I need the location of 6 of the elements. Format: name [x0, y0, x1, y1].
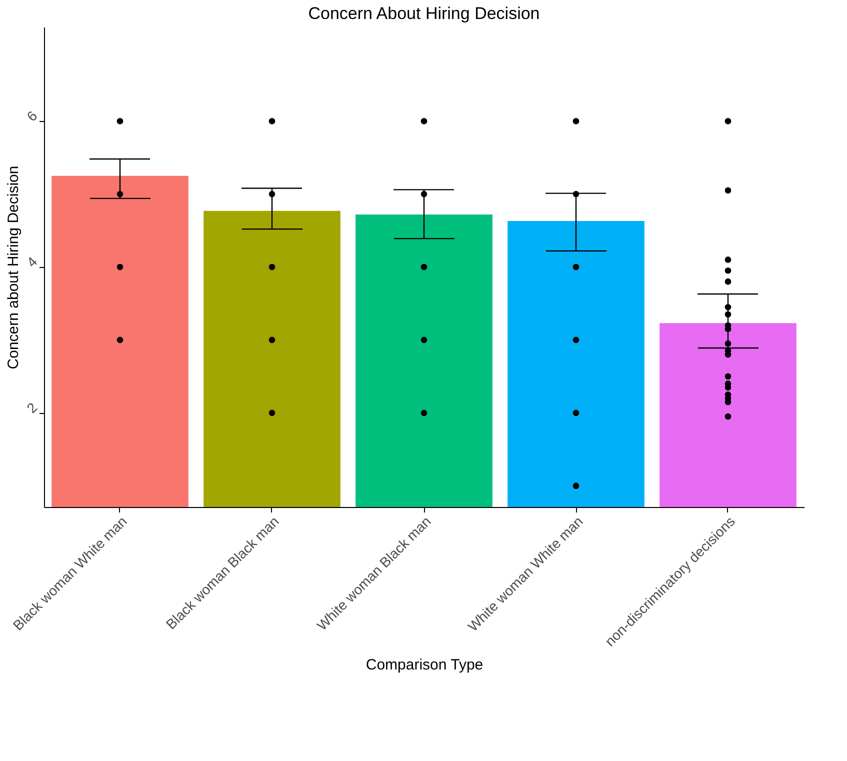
y-tick-label: 4: [23, 253, 40, 270]
y-tick-label: 2: [23, 399, 40, 416]
y-tick-label: 6: [23, 107, 40, 124]
y-axis-title: Concern about Hiring Decision: [4, 166, 22, 370]
chart-title: Concern About Hiring Decision: [308, 4, 540, 23]
x-axis-title: Comparison Type: [366, 656, 484, 674]
